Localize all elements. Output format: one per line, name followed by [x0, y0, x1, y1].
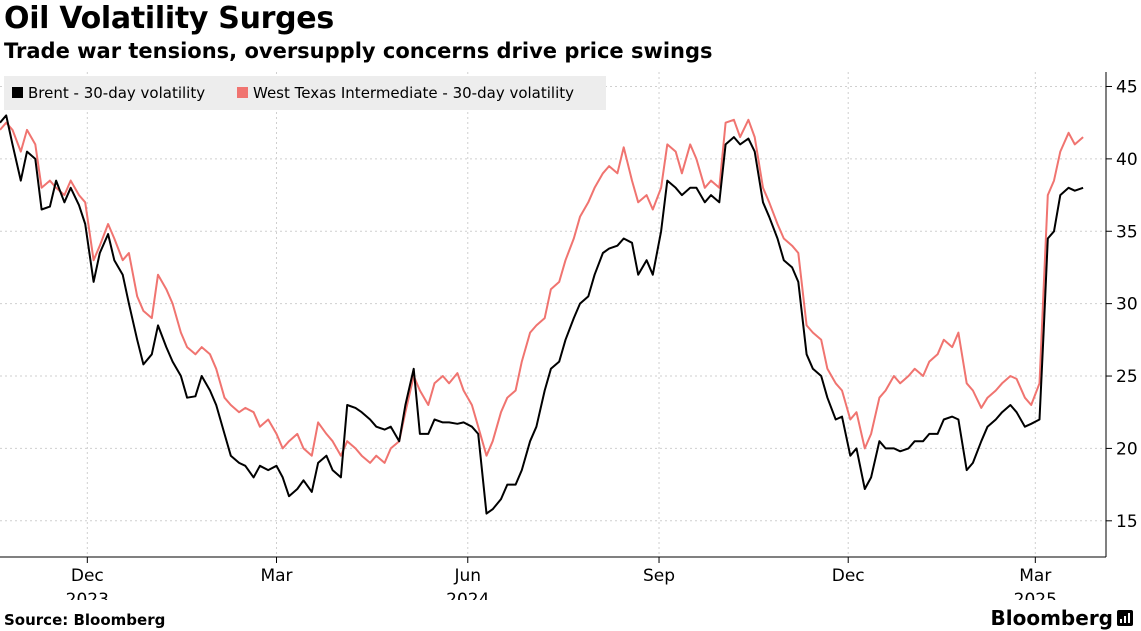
y-tick-label-35: 35	[1116, 222, 1138, 242]
y-tick-label-25: 25	[1116, 367, 1138, 387]
y-tick-label-30: 30	[1116, 295, 1138, 315]
grid-lines	[0, 72, 1106, 557]
x-year-label-2: 2024	[446, 590, 489, 600]
legend-label-brent: Brent - 30-day volatility	[28, 84, 205, 102]
brent-volatility-line	[0, 114, 1084, 515]
y-tick-label-20: 20	[1116, 439, 1138, 459]
x-tick-label-1: Mar	[260, 566, 292, 586]
legend-swatch-wti	[237, 87, 248, 98]
x-tick-label-3: Sep	[643, 566, 675, 586]
series-layer	[0, 114, 1084, 515]
chart-title: Oil Volatility Surges	[4, 1, 334, 36]
x-tick-label-4: Dec	[832, 566, 865, 586]
y-tick-label-40: 40	[1116, 150, 1138, 170]
x-year-label-5: 2025	[1014, 590, 1057, 600]
bloomberg-terminal-icon	[1117, 610, 1133, 626]
x-tick-label-0: Dec	[71, 566, 104, 586]
wti-volatility-line	[0, 118, 1084, 464]
x-tick-label-5: Mar	[1019, 566, 1051, 586]
x-tick-label-2: Jun	[453, 566, 481, 586]
chart-subtitle: Trade war tensions, oversupply concerns …	[4, 39, 713, 63]
y-tick-label-15: 15	[1116, 512, 1138, 532]
legend-label-wti: West Texas Intermediate - 30-day volatil…	[253, 84, 574, 102]
bloomberg-logo: Bloomberg	[991, 606, 1133, 630]
y-tick-label-45: 45	[1116, 77, 1138, 97]
legend-background	[4, 76, 606, 110]
legend: Brent - 30-day volatility West Texas Int…	[4, 76, 606, 110]
legend-swatch-brent	[12, 87, 23, 98]
x-year-label-0: 2023	[66, 590, 109, 600]
source-note: Source: Bloomberg	[4, 611, 166, 629]
brand-wordmark: Bloomberg	[990, 606, 1113, 630]
